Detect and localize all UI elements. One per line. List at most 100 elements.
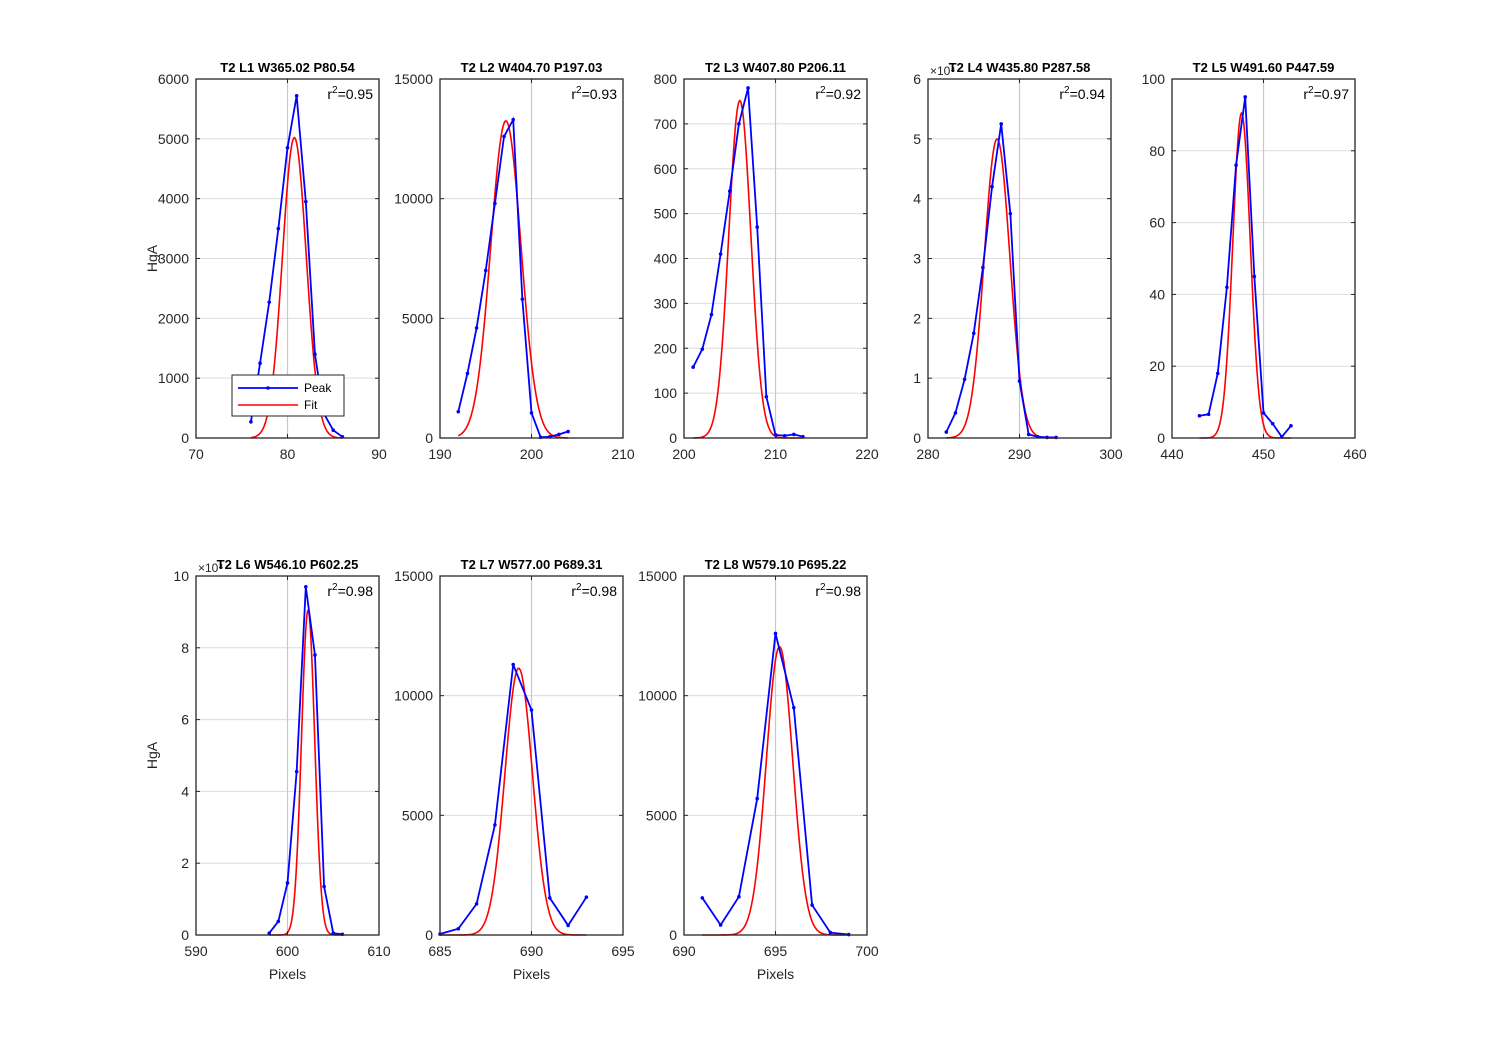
x-tick-label: 610 xyxy=(367,943,391,959)
peak-point xyxy=(529,411,534,415)
peak-point xyxy=(1252,274,1257,279)
y-tick-label: 6 xyxy=(181,712,189,728)
y-tick-label: 0 xyxy=(181,430,189,446)
peak-point xyxy=(267,931,272,936)
peak-point xyxy=(474,326,479,330)
peak-point xyxy=(1017,379,1022,383)
y-tick-label: 2 xyxy=(181,855,189,871)
r2-exponent: 2 xyxy=(820,582,826,593)
x-tick-label: 80 xyxy=(280,446,296,462)
x-tick-label: 220 xyxy=(855,446,879,462)
r2-value: =0.95 xyxy=(338,86,374,102)
r2-value: =0.98 xyxy=(826,583,862,599)
y-tick-label: 60 xyxy=(1149,215,1165,231)
peak-point xyxy=(511,117,515,122)
x-tick-label: 460 xyxy=(1343,446,1367,462)
y-tick-label: 0 xyxy=(181,927,189,943)
r2-exponent: 2 xyxy=(332,582,338,593)
y-tick-label: 5 xyxy=(913,131,921,147)
y-tick-label: 5000 xyxy=(646,807,677,823)
x-axis-label: Pixels xyxy=(269,966,306,982)
x-tick-label: 700 xyxy=(855,943,879,959)
r2-exponent: 2 xyxy=(820,85,826,96)
y-tick-label: 10000 xyxy=(394,191,433,207)
panel-title: T2 L3 W407.80 P206.11 xyxy=(705,60,846,75)
peak-point xyxy=(727,189,732,193)
y-tick-label: 10000 xyxy=(638,688,677,704)
y-tick-label: 0 xyxy=(1157,430,1165,446)
y-tick-label: 400 xyxy=(654,251,678,267)
peak-point xyxy=(304,199,308,204)
y-tick-label: 2 xyxy=(913,310,921,326)
peak-point xyxy=(294,93,299,98)
y-tick-label: 100 xyxy=(654,385,678,401)
peak-point xyxy=(737,122,741,126)
peak-point xyxy=(700,347,705,351)
y-tick-label: 5000 xyxy=(402,807,433,823)
panel-7: 685 690 695 0 5000 10000 15000 T2 L7 W577.00 P6… xyxy=(394,557,635,982)
y-axis-label: HgA xyxy=(144,244,160,272)
peak-point xyxy=(737,894,741,899)
y-tick-label: 300 xyxy=(654,295,678,311)
y-tick-label: 4000 xyxy=(158,191,189,207)
panel-8: 690 695 700 0 5000 10000 15000 T2 L8 W579.10 P6… xyxy=(638,557,879,982)
fit-curve xyxy=(457,119,569,439)
y-tick-label: 0 xyxy=(669,927,677,943)
x-tick-label: 70 xyxy=(188,446,204,462)
peak-point xyxy=(1008,211,1013,216)
peak-point xyxy=(493,201,497,206)
peak-point xyxy=(465,371,470,376)
peak-point xyxy=(456,409,461,414)
peak-point xyxy=(828,930,833,935)
x-tick-label: 290 xyxy=(1008,446,1032,462)
peak-point xyxy=(249,420,253,424)
y-tick-label: 15000 xyxy=(394,71,433,87)
y-tick-label: 500 xyxy=(654,206,678,222)
peak-point xyxy=(755,796,759,801)
peak-point xyxy=(718,923,723,927)
r2-symbol: r xyxy=(327,86,332,102)
peak-point xyxy=(520,297,525,301)
x-tick-label: 600 xyxy=(276,943,300,959)
peak-point xyxy=(502,134,506,139)
peak-point xyxy=(285,881,290,885)
r2-symbol: r xyxy=(1059,86,1064,102)
peak-point xyxy=(764,394,769,399)
y-tick-label: 700 xyxy=(654,116,678,132)
x-tick-label: 440 xyxy=(1160,446,1184,462)
peak-point xyxy=(1270,421,1275,426)
peak-point xyxy=(285,146,290,150)
legend-peak-label: Peak xyxy=(304,381,332,395)
peak-point xyxy=(584,895,589,899)
x-tick-label: 300 xyxy=(1099,446,1123,462)
y-tick-label: 80 xyxy=(1149,143,1165,159)
y-tick-label: 0 xyxy=(669,430,677,446)
x-tick-label: 210 xyxy=(764,446,788,462)
y-axis-label: HgA xyxy=(144,741,160,769)
r2-annotation: r2=0.97 xyxy=(1303,85,1349,102)
r2-annotation: r2=0.95 xyxy=(327,85,373,102)
y-tick-label: 40 xyxy=(1149,286,1165,302)
peak-point xyxy=(322,884,326,889)
panel-5: 440 450 460 0 20 40 60 80 100 T2 L5 W491.60 P447.… xyxy=(1142,60,1367,462)
y-tick-label: 10000 xyxy=(394,688,433,704)
x-tick-label: 90 xyxy=(371,446,387,462)
r2-value: =0.98 xyxy=(338,583,374,599)
r2-value: =0.93 xyxy=(582,86,618,102)
y-tick-label: 100 xyxy=(1142,71,1166,87)
r2-value: =0.92 xyxy=(826,86,862,102)
legend-peak-marker xyxy=(266,386,270,390)
legend: Peak Fit xyxy=(231,374,345,417)
x-tick-label: 685 xyxy=(428,943,452,959)
peak-point xyxy=(331,428,336,433)
y-tick-label: 3 xyxy=(913,251,921,267)
panel-title: T2 L8 W579.10 P695.22 xyxy=(705,557,847,572)
r2-annotation: r2=0.98 xyxy=(815,582,861,599)
y-tick-label: 200 xyxy=(654,340,678,356)
peak-point xyxy=(782,433,787,438)
peak-point xyxy=(990,184,994,189)
peak-point xyxy=(456,926,461,931)
